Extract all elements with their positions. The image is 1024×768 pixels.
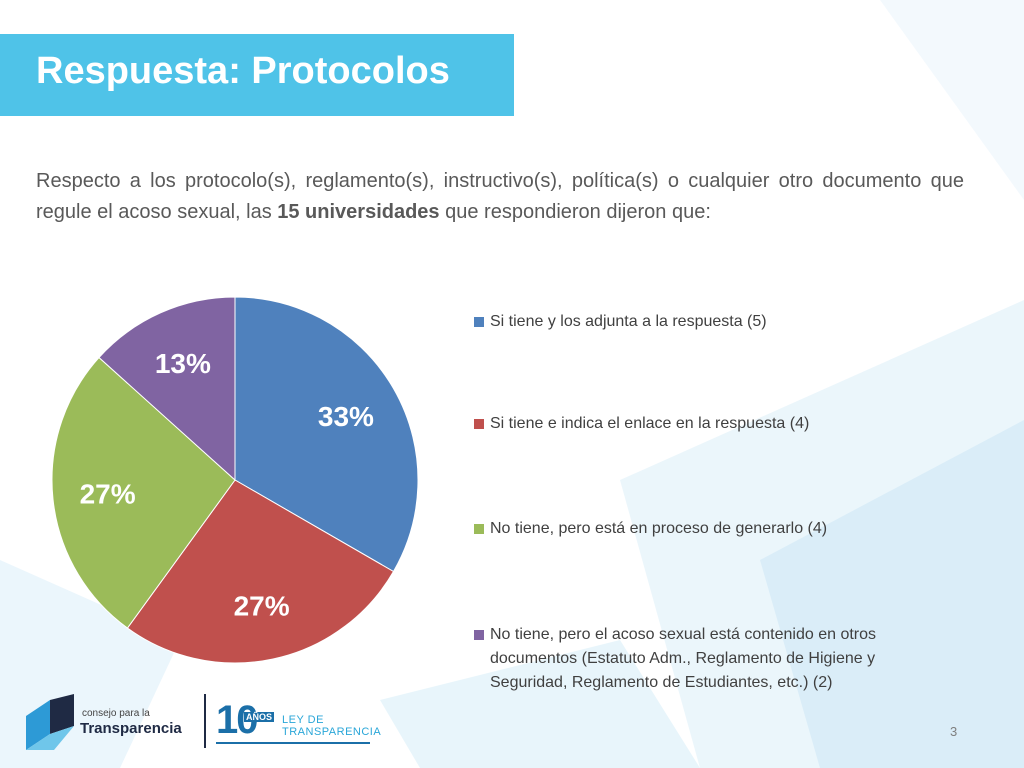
legend-swatch-3 bbox=[474, 524, 484, 534]
pie-slice-2 bbox=[126, 479, 395, 664]
pie-data-label-3: 27% bbox=[80, 478, 136, 509]
ley-line1: LEY DE bbox=[282, 714, 324, 726]
legend-label-1: Si tiene y los adjunta a la respuesta (5… bbox=[490, 313, 767, 330]
page-number: 3 bbox=[950, 724, 958, 739]
logo-mark-icon bbox=[26, 694, 74, 750]
pie-data-label-1: 33% bbox=[318, 401, 374, 432]
legend-swatch-4 bbox=[474, 630, 484, 640]
intro-text-bold: 15 universidades bbox=[277, 201, 440, 223]
intro-text-start: Respecto a los protocolo(s), reglamento(… bbox=[36, 170, 964, 223]
anos-label: AÑOS bbox=[244, 712, 275, 722]
legend-swatch-1 bbox=[474, 317, 484, 327]
logo-text-transparencia: Transparencia bbox=[80, 720, 182, 737]
legend-label-3: No tiene, pero está en proceso de genera… bbox=[490, 520, 828, 537]
logo-text-consejo: consejo para la bbox=[82, 708, 150, 719]
ten-years-underline bbox=[216, 742, 370, 744]
consejo-transparencia-logo: consejo para la Transparencia bbox=[24, 690, 204, 752]
slide-title: Respuesta: Protocolos bbox=[36, 50, 450, 92]
legend-label-2: Si tiene e indica el enlace en la respue… bbox=[490, 415, 810, 432]
legend-label-4: No tiene, pero el acoso sexual está cont… bbox=[490, 626, 877, 691]
intro-text-end: que respondieron dijeron que: bbox=[439, 201, 711, 223]
ten-years-logo: 10 AÑOS LEY DE TRANSPARENCIA bbox=[216, 698, 396, 748]
intro-paragraph: Respecto a los protocolo(s), reglamento(… bbox=[36, 166, 964, 228]
footer-divider bbox=[204, 694, 206, 748]
pie-data-label-2: 27% bbox=[234, 590, 290, 621]
pie-slice-3 bbox=[51, 356, 236, 629]
pie-data-label-4: 13% bbox=[155, 348, 211, 379]
title-bar bbox=[0, 34, 514, 116]
ley-line2: TRANSPARENCIA bbox=[282, 726, 382, 738]
pie-slice-4 bbox=[98, 296, 236, 482]
legend-swatch-2 bbox=[474, 419, 484, 429]
pie-chart: 33% 27% 27% 13% bbox=[51, 296, 419, 664]
ley-transparencia-text: LEY DE TRANSPARENCIA bbox=[282, 714, 381, 738]
pie-slice-1 bbox=[234, 296, 419, 573]
